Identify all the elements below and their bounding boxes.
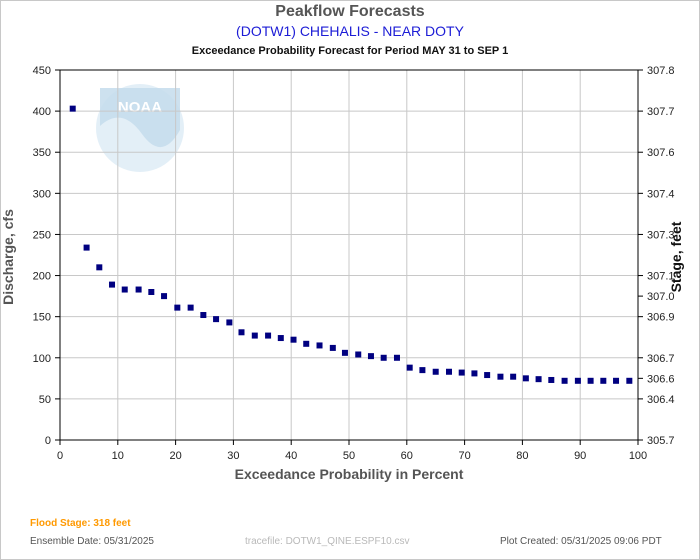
y2-tick-label: 307.8 (647, 65, 675, 77)
y-tick-label: 250 (33, 229, 51, 241)
y2-tick-label: 306.6 (647, 373, 675, 385)
y-tick-label: 200 (33, 271, 51, 283)
y2-tick-label: 307.0 (647, 291, 675, 303)
data-point (458, 369, 465, 376)
data-point (613, 377, 620, 384)
data-point (535, 376, 542, 383)
data-point (69, 105, 76, 112)
y-tick-label: 0 (45, 435, 51, 447)
x-tick-label: 40 (285, 450, 297, 462)
data-point (626, 377, 633, 384)
data-point (393, 354, 400, 361)
data-point (265, 332, 272, 339)
data-point (226, 319, 233, 326)
data-point (561, 377, 568, 384)
data-point (96, 264, 103, 271)
data-point (135, 286, 142, 293)
data-point (419, 367, 426, 374)
noaa-logo-text: NOAA (118, 99, 162, 116)
chart-caption: Exceedance Probability Forecast for Peri… (191, 45, 509, 57)
data-point (600, 377, 607, 384)
data-point (121, 286, 128, 293)
y2-tick-label: 306.7 (647, 353, 675, 365)
data-point (522, 375, 529, 382)
data-point (432, 368, 439, 375)
data-point (367, 353, 374, 360)
tracefile-name: tracefile: DOTW1_QINE.ESPF10.csv (245, 536, 410, 547)
y2-tick-label: 305.7 (647, 435, 675, 447)
data-point (341, 349, 348, 356)
plot-created-date: Plot Created: 05/31/2025 09:06 PDT (500, 536, 662, 547)
y2-tick-label: 306.9 (647, 312, 675, 324)
x-tick-label: 90 (574, 450, 586, 462)
x-tick-label: 50 (343, 450, 355, 462)
data-point (355, 351, 362, 358)
y-tick-label: 50 (39, 394, 51, 406)
data-point (148, 289, 155, 295)
y-tick-label: 450 (33, 65, 51, 77)
data-point (83, 244, 90, 251)
data-point (471, 370, 478, 377)
x-tick-label: 30 (227, 450, 239, 462)
data-point (380, 354, 387, 361)
ensemble-date: Ensemble Date: 05/31/2025 (30, 536, 154, 547)
y-tick-label: 150 (33, 312, 51, 324)
chart-subtitle: (DOTW1) CHEHALIS - NEAR DOTY (236, 23, 464, 39)
y2-tick-label: 307.7 (647, 106, 675, 118)
data-point (587, 377, 594, 384)
x-tick-label: 20 (169, 450, 181, 462)
data-point (445, 368, 452, 375)
data-point (406, 364, 413, 371)
y2-tick-label: 307.1 (647, 271, 675, 283)
data-point (251, 332, 258, 339)
x-tick-label: 70 (458, 450, 470, 462)
data-point (510, 373, 517, 380)
x-axis-title: Exceedance Probability in Percent (235, 466, 464, 482)
y-axis-title: Discharge, cfs (0, 209, 16, 305)
y2-tick-label: 307.6 (647, 147, 675, 159)
data-point (109, 281, 116, 288)
data-point (303, 340, 310, 347)
data-point (497, 373, 504, 380)
y-tick-label: 350 (33, 147, 51, 159)
y2-axis-title: Stage, feet (668, 221, 684, 292)
y-tick-label: 400 (33, 106, 51, 118)
data-point (238, 329, 245, 336)
x-tick-label: 60 (401, 450, 413, 462)
data-point (548, 376, 555, 383)
data-point (290, 336, 297, 343)
data-point (213, 316, 220, 323)
x-tick-label: 10 (112, 450, 124, 462)
chart-title: Peakflow Forecasts (275, 3, 425, 20)
data-point (187, 304, 194, 311)
y-tick-label: 100 (33, 353, 51, 365)
y2-tick-label: 307.4 (647, 188, 675, 200)
data-point (484, 372, 491, 379)
data-point (277, 335, 284, 342)
x-tick-label: 80 (516, 450, 528, 462)
y2-tick-label: 306.4 (647, 394, 675, 406)
x-tick-label: 0 (57, 450, 63, 462)
data-point (200, 312, 207, 319)
x-tick-label: 100 (629, 450, 647, 462)
y2-tick-label: 307.3 (647, 229, 675, 241)
data-point (174, 304, 181, 311)
data-point (316, 342, 323, 349)
data-point (574, 377, 581, 384)
data-point (329, 344, 336, 351)
y-tick-label: 300 (33, 188, 51, 200)
flood-stage-note: Flood Stage: 318 feet (30, 518, 131, 529)
noaa-logo-bird (100, 88, 180, 148)
data-point (161, 293, 168, 300)
